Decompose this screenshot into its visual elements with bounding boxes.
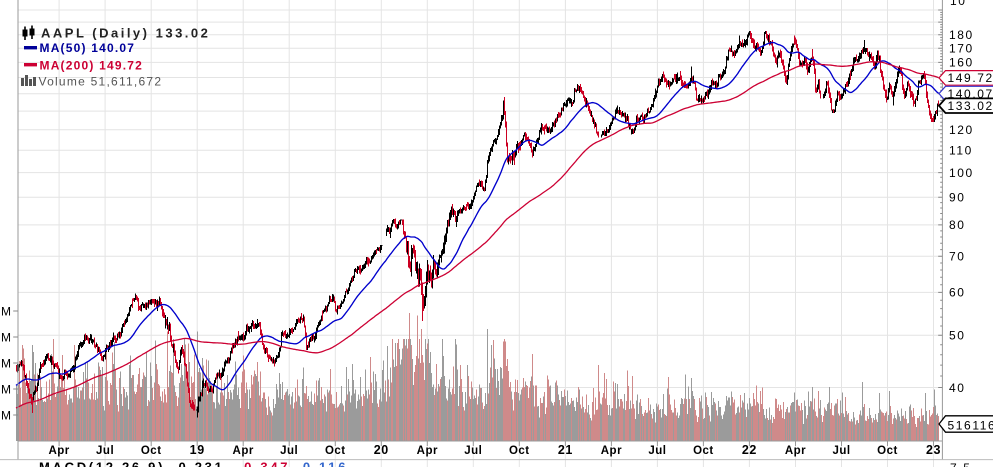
svg-text:70: 70	[949, 250, 966, 264]
svg-text:MACD(12,26,9) -0.231, -0.347,: MACD(12,26,9) -0.231, -0.347, 0.116	[39, 460, 348, 467]
svg-text:20: 20	[374, 443, 389, 457]
svg-text:Apr: Apr	[417, 445, 438, 457]
svg-text:Jul: Jul	[280, 445, 298, 457]
svg-text:140.07: 140.07	[948, 87, 993, 101]
svg-text:M: M	[1, 356, 13, 370]
svg-text:M: M	[1, 330, 13, 344]
svg-text:7.5: 7.5	[950, 461, 971, 467]
svg-text:Oct: Oct	[877, 445, 898, 457]
svg-text:Apr: Apr	[233, 445, 254, 457]
svg-text:120: 120	[949, 123, 974, 137]
svg-text:MA(200) 149.72: MA(200) 149.72	[40, 59, 144, 73]
svg-text:51611672: 51611672	[948, 418, 993, 432]
svg-text:Apr: Apr	[785, 445, 806, 457]
svg-text:10: 10	[950, 0, 967, 8]
svg-text:Jul: Jul	[464, 445, 482, 457]
svg-text:M: M	[1, 382, 13, 396]
svg-text:80: 80	[949, 218, 966, 232]
svg-text:Jul: Jul	[832, 445, 850, 457]
svg-text:180: 180	[949, 28, 974, 42]
svg-text:Oct: Oct	[693, 445, 714, 457]
svg-text:Apr: Apr	[48, 445, 69, 457]
svg-text:AAPL (Daily) 133.02: AAPL (Daily) 133.02	[41, 26, 210, 41]
svg-text:Oct: Oct	[141, 445, 162, 457]
svg-text:133.02: 133.02	[948, 99, 993, 113]
svg-text:M: M	[1, 304, 13, 318]
svg-text:160: 160	[949, 56, 974, 70]
svg-text:50: 50	[949, 329, 966, 343]
svg-text:Apr: Apr	[601, 445, 622, 457]
svg-text:90: 90	[949, 191, 966, 205]
svg-text:19: 19	[190, 443, 205, 457]
svg-text:MA(50) 140.07: MA(50) 140.07	[40, 41, 136, 55]
svg-text:60: 60	[949, 286, 966, 300]
svg-text:Oct: Oct	[325, 445, 346, 457]
svg-text:110: 110	[949, 144, 973, 158]
svg-text:40: 40	[949, 381, 966, 395]
svg-text:22: 22	[742, 443, 757, 457]
svg-text:M: M	[1, 408, 13, 422]
svg-text:149.72: 149.72	[948, 71, 993, 85]
svg-text:Jul: Jul	[96, 445, 114, 457]
svg-text:100: 100	[949, 166, 974, 180]
svg-text:Volume 51,611,672: Volume 51,611,672	[39, 75, 163, 89]
svg-text:23: 23	[926, 443, 941, 457]
svg-text:21: 21	[558, 443, 573, 457]
svg-text:170: 170	[949, 42, 974, 56]
svg-text:Oct: Oct	[509, 445, 530, 457]
svg-text:Jul: Jul	[648, 445, 666, 457]
